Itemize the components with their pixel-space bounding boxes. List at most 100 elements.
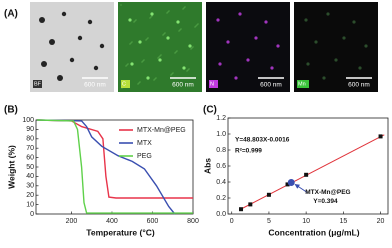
y-tick-label: 70: [26, 145, 34, 152]
channel-label: Mn: [298, 81, 306, 87]
signal-speckle: [194, 26, 196, 28]
signal-speckle: [135, 19, 137, 21]
data-point: [266, 192, 271, 197]
micrograph: [30, 2, 114, 92]
x-axis-label: Concentration (μg/mL): [268, 227, 359, 237]
particle: [128, 18, 132, 22]
y-tick-label: 90: [26, 126, 34, 133]
micrograph: [206, 2, 290, 92]
channel-label: BF: [34, 81, 42, 87]
signal-speckle: [195, 25, 197, 27]
particle: [254, 36, 258, 40]
particle: [77, 35, 83, 41]
micrograph: [294, 2, 378, 92]
particle: [99, 43, 105, 49]
signal-speckle: [176, 50, 178, 52]
signal-speckle: [163, 33, 165, 35]
signal-speckle: [190, 48, 192, 50]
signal-speckle: [178, 30, 180, 32]
x-tick-label: 200: [66, 218, 78, 225]
legend-label: PEG: [137, 153, 152, 160]
particle: [166, 36, 170, 40]
particle: [176, 20, 180, 24]
channel-tag: [33, 80, 42, 88]
data-point: [378, 134, 383, 139]
series-line: [36, 119, 176, 215]
x-axis-label: Temperature (°C): [86, 227, 155, 237]
y-tick-label: 0.0: [216, 211, 226, 218]
legend-label: MTX-Mn@PEG: [137, 127, 186, 134]
particle: [306, 62, 310, 66]
x-tick-label: 20: [377, 218, 385, 225]
data-point: [248, 202, 253, 207]
y-tick-label: 0.4: [216, 179, 226, 186]
signal-speckle: [159, 55, 161, 57]
signal-speckle: [141, 61, 143, 63]
signal-speckle: [174, 52, 176, 54]
signal-speckle: [150, 16, 152, 18]
particle: [39, 17, 45, 23]
signal-speckle: [129, 43, 131, 45]
signal-speckle: [139, 81, 141, 83]
fit-line: [238, 134, 385, 211]
signal-speckle: [125, 65, 127, 67]
signal-speckle: [170, 74, 172, 76]
particle: [352, 20, 356, 24]
y-tick-label: 30: [26, 183, 34, 190]
data-point: [239, 207, 244, 212]
highlight-point: [287, 178, 295, 186]
signal-speckle: [180, 28, 182, 30]
channel-label: N: [210, 81, 214, 87]
signal-speckle: [191, 47, 193, 49]
plot-frame: [227, 117, 389, 215]
particle: [188, 44, 192, 48]
scale-label: 600 nm: [260, 82, 282, 89]
signal-speckle: [120, 4, 122, 6]
particle: [61, 11, 67, 17]
signal-speckle: [127, 63, 129, 65]
data-point: [285, 182, 290, 187]
y-tick-label: 80: [26, 136, 34, 143]
particle: [276, 44, 280, 48]
signal-speckle: [153, 79, 155, 81]
particle: [130, 62, 134, 66]
y-axis-label: Weight (%): [6, 145, 16, 189]
signal-speckle: [171, 73, 173, 75]
signal-speckle: [155, 77, 157, 79]
y-tick-label: 0.6: [216, 163, 226, 170]
y-tick-label: 50: [26, 164, 34, 171]
annotation: Y=48.803X-0.0016: [235, 137, 290, 144]
signal-speckle: [137, 83, 139, 85]
signal-speckle: [157, 57, 159, 59]
signal-speckle: [145, 39, 147, 41]
signal-speckle: [184, 6, 186, 8]
particle: [69, 57, 75, 63]
signal-speckle: [158, 56, 160, 58]
x-tick-label: 400: [106, 218, 118, 225]
signal-speckle: [126, 64, 128, 66]
signal-speckle: [172, 72, 174, 74]
y-tick-label: 20: [26, 192, 34, 199]
particle: [364, 44, 368, 48]
highlight-value: Y=0.394: [313, 198, 338, 205]
y-tick-label: 100: [22, 117, 34, 124]
signal-speckle: [164, 32, 166, 34]
particle: [342, 36, 346, 40]
particle: [138, 40, 142, 44]
y-tick-label: 0.8: [216, 147, 226, 154]
micrograph: [118, 2, 202, 92]
signal-speckle: [162, 34, 164, 36]
signal-speckle: [167, 11, 169, 13]
particle: [304, 18, 308, 22]
signal-speckle: [187, 69, 189, 71]
signal-speckle: [133, 21, 135, 23]
particle: [322, 76, 326, 80]
x-tick-label: 600: [147, 218, 159, 225]
legend-label: MTX: [137, 140, 152, 147]
particle: [87, 19, 93, 25]
particle: [93, 65, 99, 71]
x-tick-label: 0: [230, 218, 234, 225]
signal-speckle: [130, 42, 132, 44]
micrographs: BF 600 nm C 600 nm N 600 nm Mn 600 nm: [30, 2, 378, 92]
